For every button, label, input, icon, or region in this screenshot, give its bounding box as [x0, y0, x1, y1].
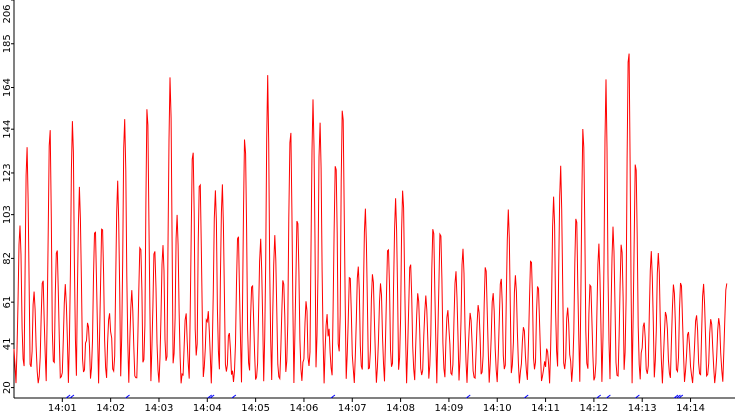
series-mark-blue [65, 394, 71, 399]
series-line-red [13, 53, 728, 384]
plot-area [13, 53, 728, 399]
x-axis: 14:01 14:02 14:03 14:04 14:05 14:06 14:07 14:08… [48, 398, 705, 414]
x-tick-label: 14:06 [290, 403, 319, 414]
y-tick-label: 164 [2, 78, 13, 97]
y-tick-label: 185 [2, 34, 13, 53]
series-mark-blue [635, 394, 640, 399]
series-mark-blue [673, 394, 679, 399]
y-tick-label: 20 [2, 381, 13, 394]
series-mark-blue [523, 394, 529, 399]
x-tick-label: 14:08 [386, 403, 415, 414]
y-tick-label: 41 [2, 337, 13, 350]
series-mark-blue [676, 394, 681, 399]
y-tick-label: 144 [2, 120, 13, 139]
x-tick-label: 14:12 [579, 403, 608, 414]
series-mark-blue [678, 394, 684, 399]
x-tick-label: 14:11 [531, 403, 560, 414]
x-tick-label: 14:02 [96, 403, 125, 414]
series-mark-blue [125, 394, 130, 399]
x-tick-label: 14:05 [241, 403, 270, 414]
series-mark-blue [209, 394, 215, 399]
series-mark-blue [606, 394, 611, 399]
series-mark-blue [465, 394, 471, 399]
y-axis: 20 41 61 82 103 123 144 164 185 206 [2, 0, 14, 394]
x-tick-label: 14:04 [193, 403, 222, 414]
x-tick-label: 14:07 [338, 403, 367, 414]
y-tick-label: 103 [2, 205, 13, 224]
y-tick-label: 123 [2, 163, 13, 182]
x-tick-label: 14:09 [435, 403, 464, 414]
series-mark-blue [69, 394, 75, 399]
series-mark-blue [231, 394, 237, 399]
y-tick-label: 61 [2, 296, 13, 309]
x-tick-label: 14:10 [483, 403, 512, 414]
y-tick-label: 206 [2, 4, 13, 23]
x-tick-label: 14:03 [145, 403, 174, 414]
x-tick-label: 14:13 [628, 403, 657, 414]
series-mark-blue [596, 394, 602, 399]
x-tick-label: 14:01 [48, 403, 77, 414]
series-mark-blue [207, 394, 213, 399]
x-tick-label: 14:14 [676, 403, 705, 414]
series-mark-blue [330, 394, 336, 399]
y-tick-label: 82 [2, 252, 13, 265]
